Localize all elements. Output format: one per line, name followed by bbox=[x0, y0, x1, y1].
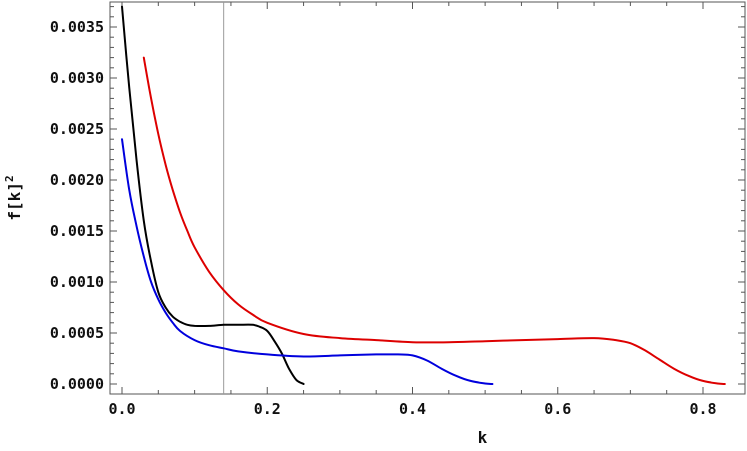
y-axis-title: f[k]2 bbox=[3, 175, 24, 220]
series-line-1 bbox=[121, 5, 305, 385]
x-axis-title: k bbox=[478, 428, 488, 447]
y-tick-label: 0.0005 bbox=[50, 324, 104, 342]
y-tick-label: 0.0035 bbox=[50, 18, 104, 36]
y-tick-label: 0.0010 bbox=[50, 273, 104, 291]
y-tick-label: 0.0015 bbox=[50, 222, 104, 240]
y-axis-title-main: f[k] bbox=[5, 182, 24, 221]
x-tick-label: 0.2 bbox=[254, 400, 281, 418]
x-tick-label: 0.6 bbox=[544, 400, 571, 418]
y-tick-label: 0.0020 bbox=[50, 171, 104, 189]
axes: 0.0 0.2 0.4 0.6 0.8 0.0000 0.0005 0.0010 0.0015 0… bbox=[50, 1, 746, 418]
series-layer bbox=[121, 5, 726, 385]
x-tick-label: 0.4 bbox=[399, 400, 426, 418]
y-tick-label: 0.0025 bbox=[50, 120, 104, 138]
series-line-2 bbox=[121, 138, 494, 385]
x-tick-label: 0.8 bbox=[689, 400, 716, 418]
plot-frame bbox=[109, 1, 746, 395]
series-line-3 bbox=[142, 56, 726, 385]
y-tick-label: 0.0030 bbox=[50, 69, 104, 87]
y-tick-label: 0.0000 bbox=[50, 375, 104, 393]
y-axis-title-superscript: 2 bbox=[3, 175, 16, 182]
x-tick-label: 0.0 bbox=[108, 400, 135, 418]
